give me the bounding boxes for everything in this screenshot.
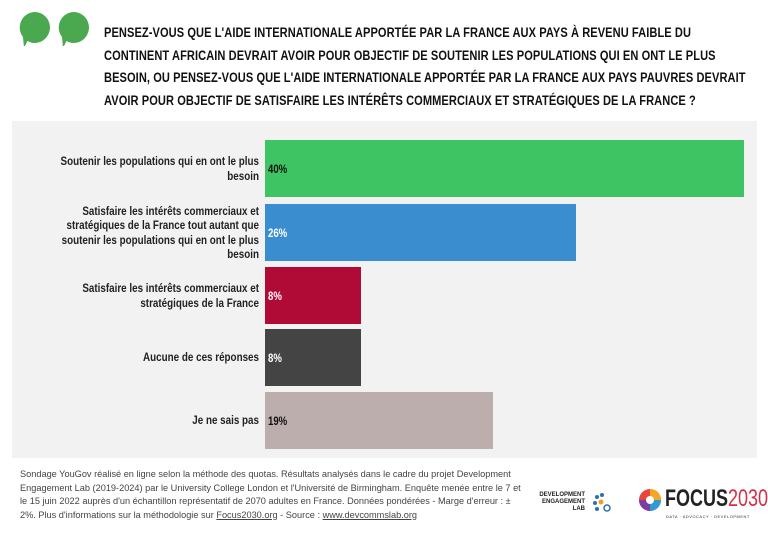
value-label: 26% — [268, 225, 288, 240]
bar — [265, 267, 361, 324]
category-label: Je ne sais pas — [192, 413, 259, 427]
focus-tagline: DATA · ADVOCACY · DEVELOPMENT — [666, 514, 750, 519]
value-label: 8% — [268, 288, 282, 303]
chart-title: PENSEZ-VOUS QUE L'AIDE INTERNATIONALE AP… — [104, 25, 746, 109]
del-logo-icon — [593, 493, 611, 512]
bar — [265, 204, 577, 261]
category-label: Satisfaire les intérêts commerciaux et s… — [82, 281, 259, 310]
value-label: 40% — [268, 161, 288, 176]
del-logo: DEVELOPMENT ENGAGEMENT LAB — [531, 492, 585, 513]
focus-text: FOCUS — [665, 485, 728, 512]
focus2030-logo: FOCUS2030 — [665, 487, 768, 511]
quote-icon — [19, 12, 50, 46]
footer-text: Sondage YouGov réalisé en ligne selon la… — [20, 469, 521, 520]
value-label: 8% — [268, 350, 282, 365]
del-logo-text: DEVELOPMENT ENGAGEMENT LAB — [539, 492, 585, 512]
value-label: 19% — [268, 413, 288, 428]
focus2030-logo-icon — [639, 489, 661, 511]
bar — [265, 329, 361, 386]
bar — [265, 140, 744, 197]
devcommslab-link[interactable]: www.devcommslab.org — [322, 509, 418, 520]
quote-icon — [58, 12, 89, 46]
bar — [265, 392, 493, 449]
focus2030-link[interactable]: Focus2030.org — [216, 509, 278, 520]
category-label: Satisfaire les intérêts commerciaux et s… — [61, 203, 260, 262]
category-label: Aucune de ces réponses — [143, 350, 259, 364]
category-label: Soutenir les populations qui en ont le p… — [60, 154, 260, 183]
footer-note: Sondage YouGov réalisé en ligne selon la… — [20, 468, 525, 522]
footer-sep: - Source : — [277, 509, 323, 520]
focus-year: 2030 — [728, 485, 768, 512]
